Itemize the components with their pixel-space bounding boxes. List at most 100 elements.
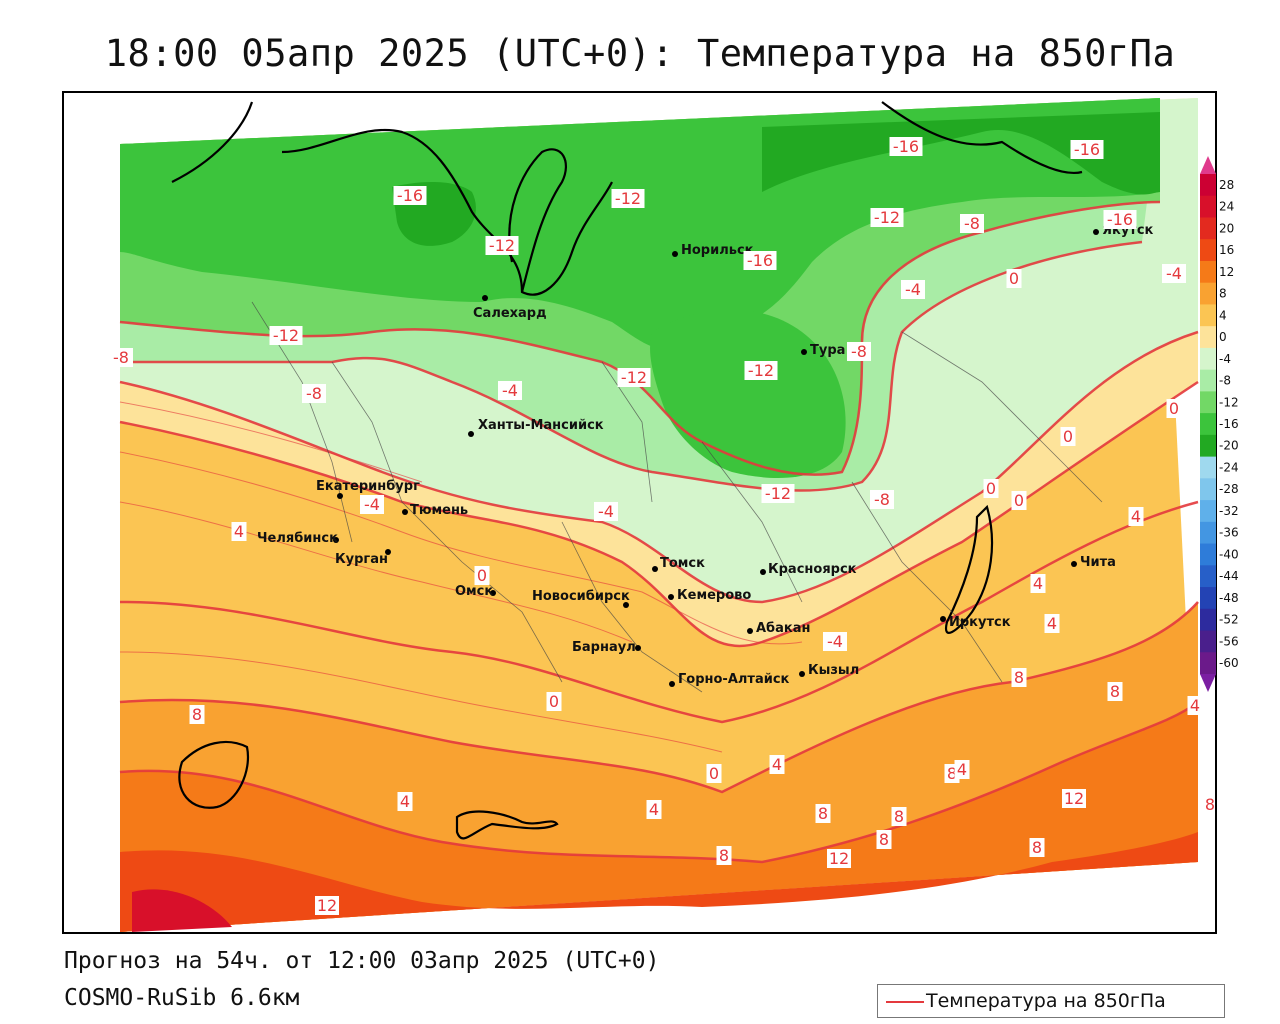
isotherm-label: 0	[1006, 269, 1022, 288]
svg-text:8: 8	[879, 830, 889, 849]
isotherm-label: -12	[761, 484, 795, 503]
colorbar-segment	[1200, 217, 1216, 240]
svg-text:-4: -4	[364, 495, 380, 514]
svg-text:Иркутск: Иркутск	[949, 615, 1011, 630]
svg-text:-12: -12	[489, 236, 515, 255]
svg-text:4: 4	[400, 792, 410, 811]
colorbar-segment	[1200, 434, 1216, 458]
svg-text:-12: -12	[874, 208, 900, 227]
svg-text:Челябинск: Челябинск	[257, 531, 338, 546]
svg-text:-16: -16	[397, 186, 423, 205]
isotherm-label: -12	[744, 361, 778, 380]
svg-text:Тюмень: Тюмень	[410, 503, 468, 518]
isotherm-label: -4	[1162, 264, 1186, 283]
isotherm-label: -4	[901, 280, 925, 299]
colorbar-tick-label: -32	[1219, 504, 1239, 518]
isotherm-label: 8	[189, 705, 205, 724]
city-tura: Тура	[801, 343, 845, 358]
svg-text:Горно-Алтайск: Горно-Алтайск	[678, 672, 790, 687]
svg-text:-12: -12	[621, 368, 647, 387]
svg-text:8: 8	[894, 807, 904, 826]
svg-text:0: 0	[477, 566, 487, 585]
isotherm-label: -16	[1103, 210, 1137, 229]
colorbar-segment	[1200, 195, 1216, 218]
admin-boundaries	[251, 301, 1103, 693]
city-omsk: Омск	[455, 584, 496, 599]
isotherm-label: -12	[269, 326, 303, 345]
colorbar-tick-label: -52	[1219, 613, 1239, 627]
isotherm-label: -8	[302, 384, 326, 403]
colorbar-tick-label: 8	[1219, 287, 1227, 301]
svg-text:Новосибирск: Новосибирск	[532, 589, 630, 604]
svg-text:Красноярск: Красноярск	[768, 562, 857, 577]
isotherm-label: 8	[1107, 682, 1123, 701]
colorbar-segment	[1200, 347, 1216, 371]
city-kemerovo: Кемерово	[668, 588, 751, 603]
temp-band-16	[120, 832, 1198, 932]
svg-text:0: 0	[709, 764, 719, 783]
svg-text:-8: -8	[306, 384, 322, 403]
colorbar-segment	[1200, 543, 1216, 566]
svg-text:Кызыл: Кызыл	[808, 663, 859, 678]
colorbar-min-arrow	[1200, 674, 1216, 692]
forecast-map[interactable]: Норильск Якутск Салехард Тура Ханты-Манс…	[62, 91, 1217, 934]
isotherm-labels: -16 -16 -16 -16 -12 -12 -8 -12 -8 -16 -12 -4 -4 0 -12 -…	[109, 137, 1215, 915]
colorbar-tick-label: -60	[1219, 656, 1239, 670]
city-chita: Чита	[1071, 555, 1116, 570]
svg-text:8: 8	[1014, 668, 1024, 687]
colorbar-tick-label: 20	[1219, 221, 1234, 235]
isotherm-label: -8	[960, 214, 984, 233]
map-title: 18:00 05апр 2025 (UTC+0): Температура на…	[104, 32, 1176, 75]
isotherm-label: -4	[360, 495, 384, 514]
svg-text:8: 8	[719, 846, 729, 865]
svg-text:0: 0	[986, 479, 996, 498]
colorbar-tick-label: -8	[1219, 374, 1231, 388]
colorbar-segment	[1200, 391, 1216, 414]
svg-text:-4: -4	[905, 280, 921, 299]
isotherm-label: 0	[1011, 491, 1027, 510]
isotherm-label: 0	[474, 566, 490, 585]
svg-text:0: 0	[1063, 427, 1073, 446]
isotherm-label: 0	[983, 479, 999, 498]
isotherm-label: 4	[769, 755, 785, 774]
svg-text:0: 0	[549, 692, 559, 711]
svg-text:8: 8	[1032, 838, 1042, 857]
isotherm-label: 8	[1029, 838, 1045, 857]
city-chelyabinsk: Челябинск	[257, 531, 339, 546]
isotherm-label: 0	[706, 764, 722, 783]
forecast-info: Прогноз на 54ч. от 12:00 03апр 2025 (UTC…	[64, 948, 660, 974]
city-ekaterinburg: Екатеринбург	[316, 479, 420, 499]
isotherm-label: 8	[1011, 668, 1027, 687]
isotherm-label: 4	[1044, 614, 1060, 633]
city-irkutsk: Иркутск	[940, 615, 1011, 630]
isotherm-label: 4	[397, 792, 413, 811]
isotherm-label: -12	[617, 368, 651, 387]
baikal-outline	[944, 504, 994, 634]
colorbar-tick-label: -12	[1219, 395, 1239, 409]
isotherm-label: 4	[1187, 696, 1203, 715]
colorbar-segment	[1200, 326, 1216, 349]
city-layer: Норильск Якутск Салехард Тура Ханты-Манс…	[257, 223, 1154, 687]
colorbar-segment	[1200, 174, 1216, 197]
city-abakan: Абакан	[747, 621, 811, 636]
isotherm-label: 8	[1202, 795, 1215, 814]
colorbar-segment	[1200, 521, 1216, 545]
isotherm-label: 0	[1060, 427, 1076, 446]
temp-band-12	[120, 702, 1198, 932]
svg-text:Салехард: Салехард	[473, 306, 547, 321]
svg-text:8: 8	[818, 804, 828, 823]
temp-band-minus16-center	[650, 309, 846, 478]
isotherm-label: -8	[847, 342, 871, 361]
yamal-coastline	[508, 148, 567, 293]
svg-text:4: 4	[957, 760, 967, 779]
isotherm-label: -12	[611, 189, 645, 208]
svg-text:4: 4	[1190, 696, 1200, 715]
svg-text:Томск: Томск	[660, 556, 705, 571]
colorbar-segment	[1200, 478, 1216, 501]
city-tyumen: Тюмень	[402, 503, 468, 518]
svg-text:12: 12	[317, 896, 337, 915]
svg-text:-16: -16	[1074, 140, 1100, 159]
colorbar-segment	[1200, 369, 1216, 392]
city-norilsk: Норильск	[672, 243, 754, 258]
svg-text:8: 8	[192, 705, 202, 724]
